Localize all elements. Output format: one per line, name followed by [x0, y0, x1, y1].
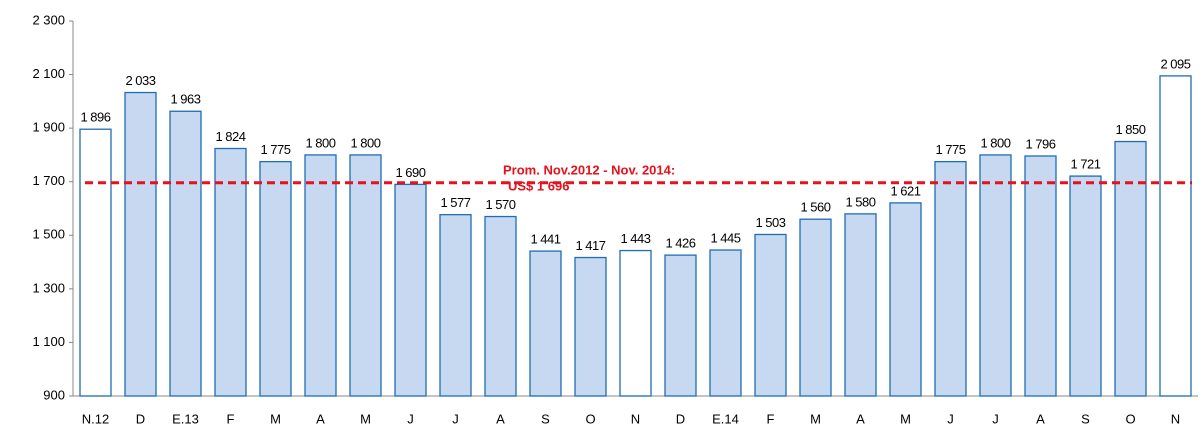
x-tick-label: A — [1036, 411, 1045, 426]
x-tick-label: S — [1081, 411, 1090, 426]
bar — [79, 128, 112, 397]
y-tick-label: 900 — [43, 387, 65, 402]
x-tick-label: M — [900, 411, 911, 426]
value-label: 1 775 — [935, 142, 965, 157]
x-tick-label: D — [676, 411, 685, 426]
value-label: 1 445 — [710, 230, 740, 245]
x-tick-label: E.13 — [172, 411, 199, 426]
bar — [1069, 175, 1102, 397]
x-tick-label: M — [270, 411, 281, 426]
value-label: 1 560 — [800, 200, 830, 215]
y-tick-label: 2 300 — [32, 12, 65, 27]
value-label: 1 800 — [305, 135, 335, 150]
x-tick-label: E.14 — [712, 411, 739, 426]
bar — [754, 233, 787, 397]
bar — [1114, 140, 1147, 397]
value-label: 1 800 — [350, 135, 380, 150]
value-label: 1 417 — [575, 238, 605, 253]
bar — [619, 249, 652, 397]
x-tick-label: F — [767, 411, 775, 426]
annotation: Prom. Nov.2012 - Nov. 2014: — [503, 162, 675, 177]
y-tick-label: 2 100 — [32, 66, 65, 81]
value-label: 1 824 — [215, 129, 245, 144]
value-label: 1 621 — [890, 183, 920, 198]
value-label: 1 896 — [80, 110, 110, 125]
y-tick-label: 1 100 — [32, 334, 65, 349]
value-label: 1 577 — [440, 195, 470, 210]
x-tick-label: A — [316, 411, 325, 426]
bar — [439, 214, 472, 397]
value-label: 1 426 — [665, 236, 695, 251]
x-tick-label: N.12 — [82, 411, 109, 426]
bar — [304, 154, 337, 397]
bar — [574, 256, 607, 397]
value-label: 1 963 — [170, 92, 200, 107]
bar — [1024, 155, 1057, 397]
bar — [394, 183, 427, 397]
bar — [979, 154, 1012, 397]
x-tick-label: F — [227, 411, 235, 426]
annotation: US$ 1 696 — [508, 178, 569, 193]
y-tick-label: 1 700 — [32, 173, 65, 188]
value-label: 1 570 — [485, 197, 515, 212]
value-label: 1 850 — [1115, 122, 1145, 137]
x-tick-label: J — [452, 411, 459, 426]
bar — [1159, 75, 1192, 397]
x-tick-label: A — [856, 411, 865, 426]
y-tick-label: 1 900 — [32, 120, 65, 135]
x-tick-label: A — [496, 411, 505, 426]
value-label: 1 443 — [620, 231, 650, 246]
bar — [169, 110, 202, 397]
bar — [709, 249, 742, 397]
bar — [214, 147, 247, 397]
bar — [934, 160, 967, 397]
value-label: 1 800 — [980, 135, 1010, 150]
bar — [529, 250, 562, 397]
value-label: 1 721 — [1070, 157, 1100, 172]
bar — [889, 202, 922, 397]
x-tick-label: J — [407, 411, 414, 426]
bar — [844, 213, 877, 397]
x-tick-label: M — [360, 411, 371, 426]
value-label: 2 033 — [125, 73, 155, 88]
x-tick-label: O — [1125, 411, 1135, 426]
value-label: 1 775 — [260, 142, 290, 157]
x-tick-label: S — [541, 411, 550, 426]
bar — [124, 91, 157, 397]
value-label: 1 796 — [1025, 136, 1055, 151]
x-tick-label: J — [992, 411, 999, 426]
y-tick-label: 1 300 — [32, 280, 65, 295]
x-tick-label: D — [136, 411, 145, 426]
bar — [259, 160, 292, 397]
value-label: 1 503 — [755, 215, 785, 230]
bar — [484, 215, 517, 397]
bar — [664, 254, 697, 397]
value-label: 1 441 — [530, 232, 560, 247]
bar — [349, 154, 382, 397]
bar — [799, 218, 832, 397]
value-label: 1 580 — [845, 194, 875, 209]
x-tick-label: N — [1171, 411, 1180, 426]
x-tick-label: J — [947, 411, 954, 426]
y-tick-label: 1 500 — [32, 227, 65, 242]
x-tick-label: O — [585, 411, 595, 426]
x-tick-label: N — [631, 411, 640, 426]
x-tick-label: M — [810, 411, 821, 426]
value-label: 1 690 — [395, 165, 425, 180]
value-label: 2 095 — [1160, 56, 1190, 71]
